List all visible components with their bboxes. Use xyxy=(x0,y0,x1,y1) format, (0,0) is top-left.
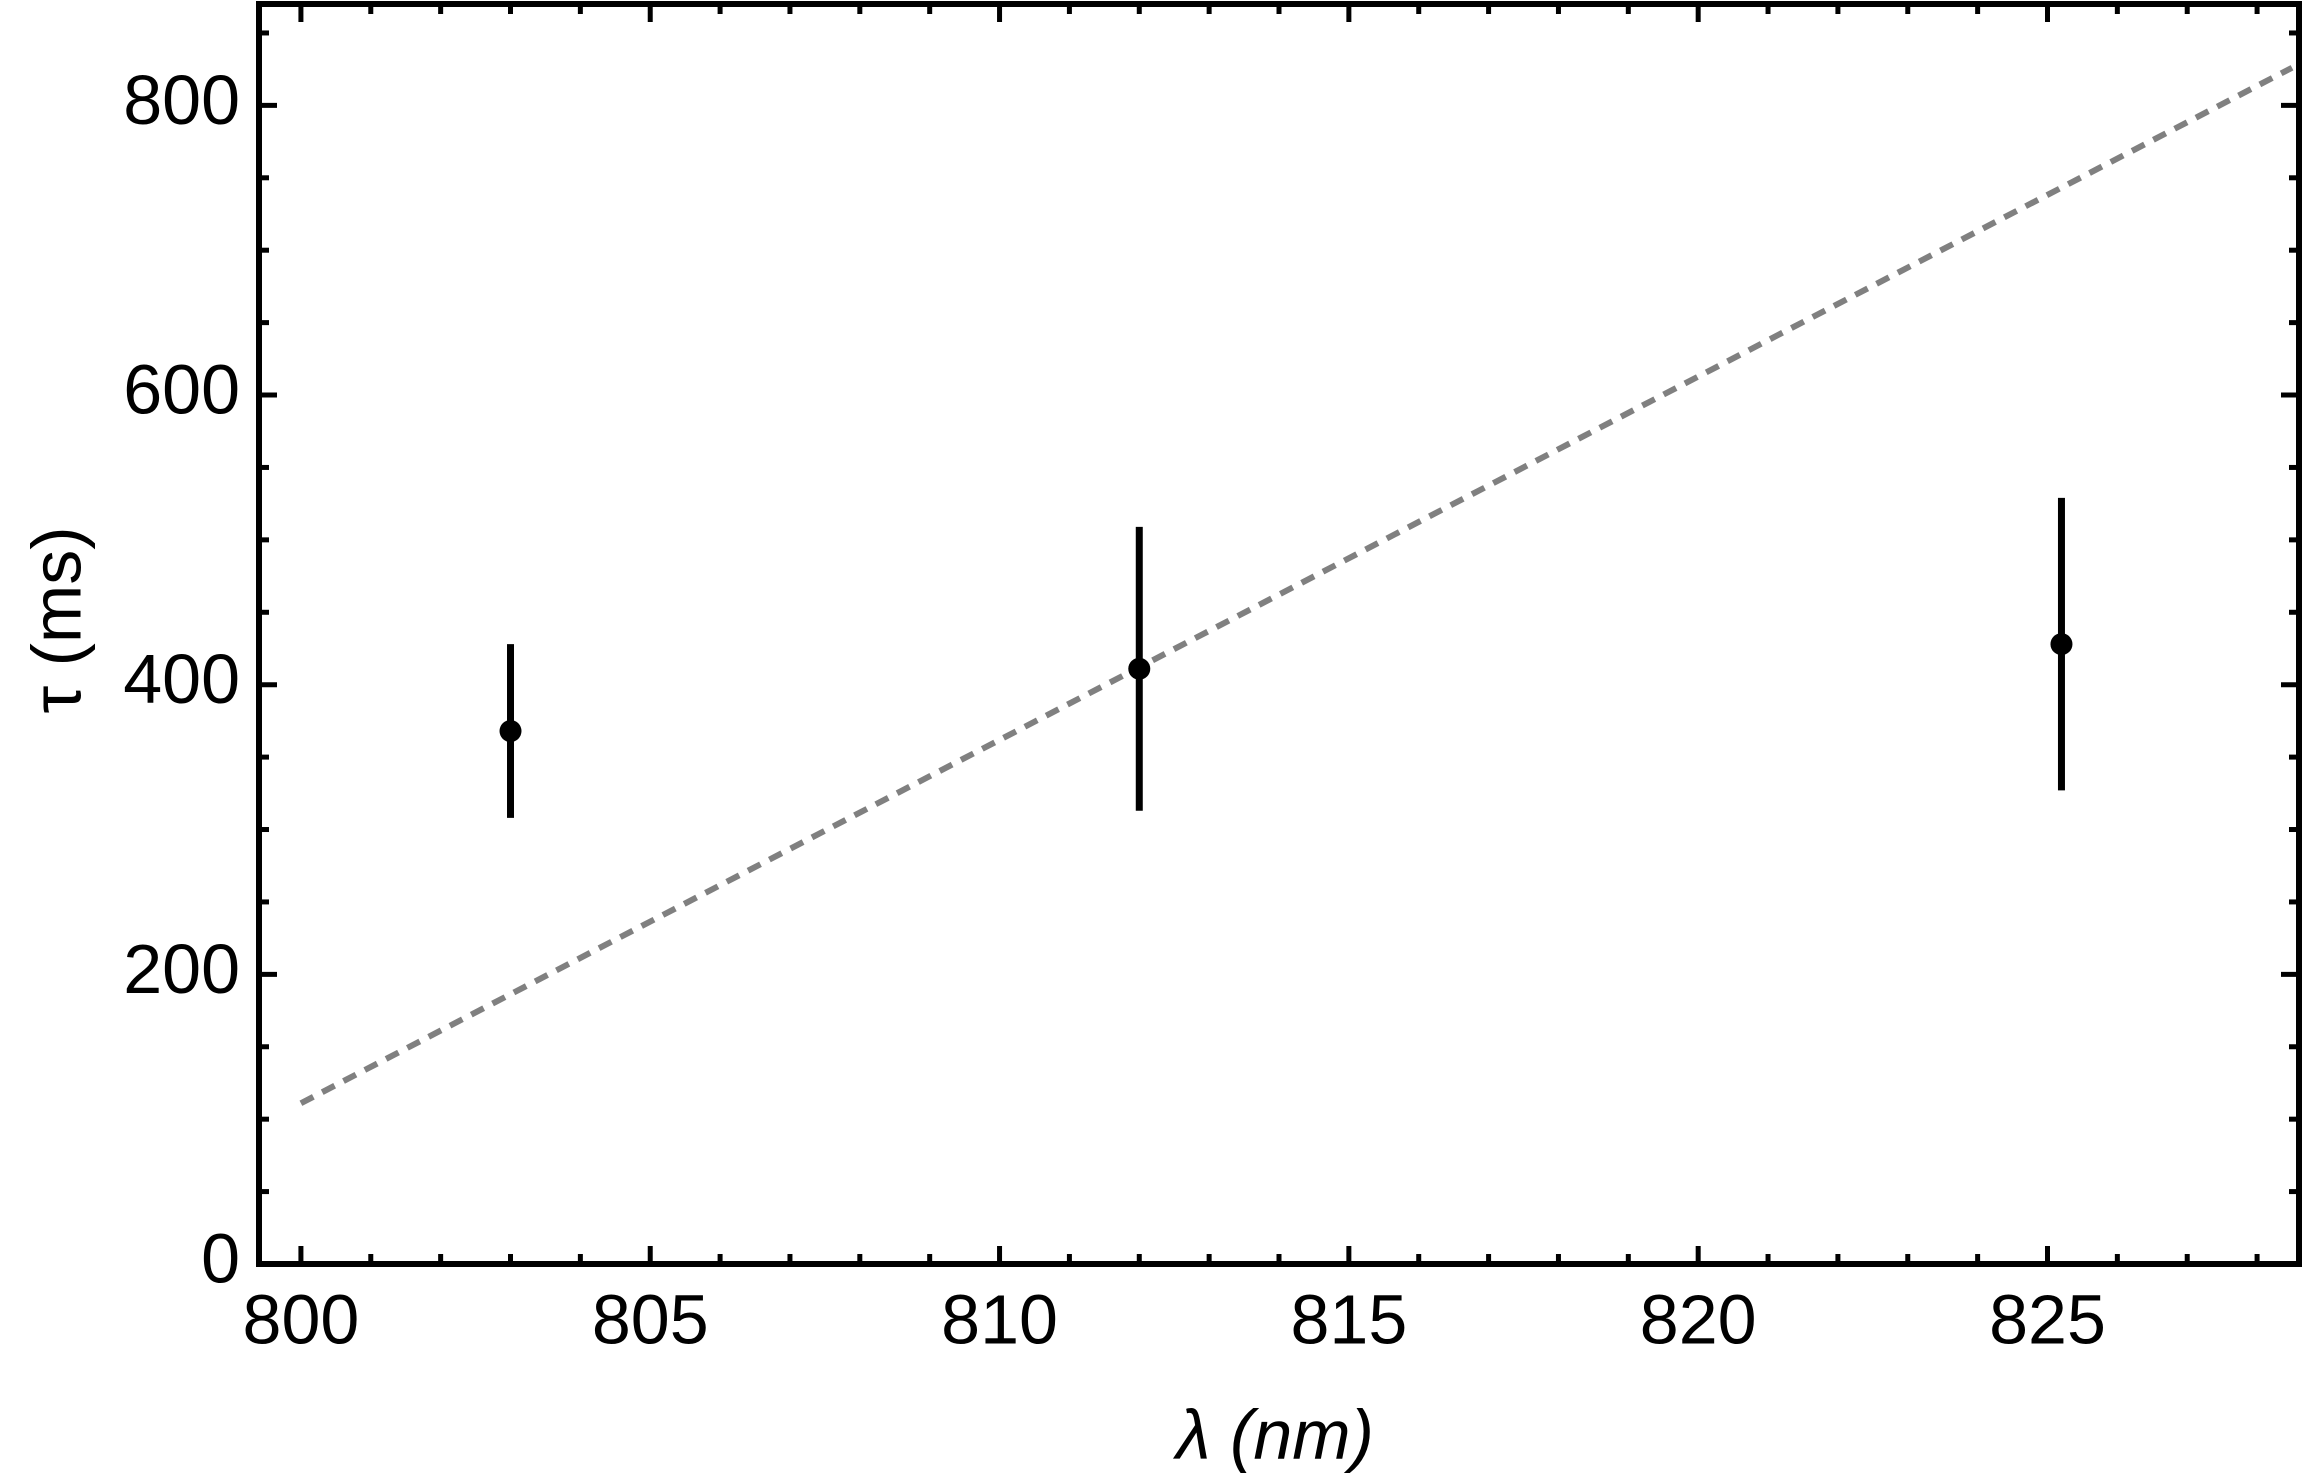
x-tick-label: 805 xyxy=(592,1280,709,1358)
x-tick-label: 810 xyxy=(941,1280,1058,1358)
y-tick-label: 0 xyxy=(201,1219,240,1297)
y-tick-label: 600 xyxy=(123,351,240,429)
fit-line xyxy=(299,65,2294,1106)
data-point xyxy=(2050,633,2073,656)
x-tick-label: 815 xyxy=(1290,1280,1407,1358)
x-tick-label: 800 xyxy=(243,1280,360,1358)
y-axis-label: τ (ms) xyxy=(17,526,95,713)
y-tick-label: 200 xyxy=(123,930,240,1008)
y-tick-label: 800 xyxy=(123,61,240,139)
x-tick-label: 825 xyxy=(1989,1280,2106,1358)
plot-frame xyxy=(256,1,2302,1267)
y-tick-label: 400 xyxy=(123,640,240,718)
x-axis-label: λ (nm) xyxy=(1172,1395,1374,1473)
x-tick-label: 820 xyxy=(1640,1280,1757,1358)
data-point xyxy=(499,720,522,743)
data-point xyxy=(1128,657,1151,680)
